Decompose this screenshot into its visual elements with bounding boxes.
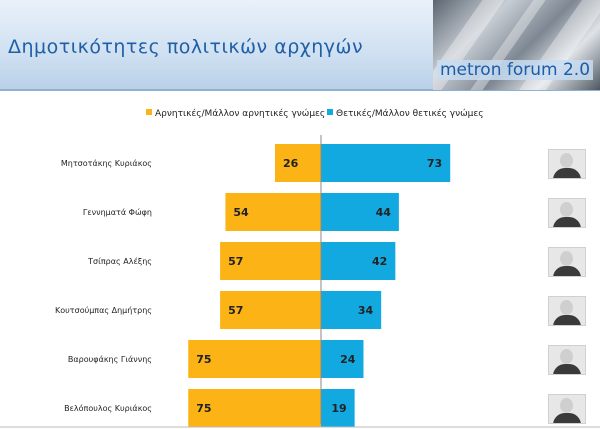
portrait-body-shape xyxy=(553,413,581,423)
data-label-negative: 75 xyxy=(196,402,211,415)
bar-negative xyxy=(220,291,321,329)
data-label-positive: 44 xyxy=(376,206,392,219)
bar-negative xyxy=(188,389,321,427)
legend-label-positive: Θετικές/Μάλλον θετικές γνώμες xyxy=(336,108,484,119)
category-label: Βελόπουλος Κυριάκος xyxy=(64,403,152,413)
data-label-positive: 34 xyxy=(358,304,374,317)
leader-portrait-image xyxy=(548,345,586,375)
bar-negative xyxy=(188,340,321,378)
header-divider xyxy=(0,89,600,91)
legend-swatch-positive xyxy=(327,109,333,115)
data-label-positive: 73 xyxy=(427,157,442,170)
data-label-positive: 24 xyxy=(340,353,356,366)
leader-portrait-image xyxy=(548,394,586,424)
data-label-negative: 26 xyxy=(283,157,299,170)
category-label: Μητσοτάκης Κυριάκος xyxy=(61,159,152,168)
leader-portrait-image xyxy=(548,247,586,277)
leader-portrait-image xyxy=(548,198,586,228)
bar-positive xyxy=(321,193,399,231)
logo-text: metron forum 2.0 xyxy=(437,60,594,80)
page-title: Δημοτικότητες πολιτικών αρχηγών xyxy=(8,36,364,58)
data-label-positive: 19 xyxy=(331,402,346,415)
bar-negative xyxy=(225,193,321,231)
category-label: Τσίπρας Αλέξης xyxy=(87,256,152,266)
bar-positive xyxy=(321,242,396,280)
portrait-body-shape xyxy=(553,168,581,178)
bar-positive xyxy=(321,144,451,182)
data-label-positive: 42 xyxy=(372,255,387,268)
data-label-negative: 75 xyxy=(196,353,211,366)
data-label-negative: 57 xyxy=(228,255,243,268)
legend-label-negative: Αρνητικές/Μάλλον αρνητικές γνώμες xyxy=(155,108,325,119)
portrait-head-shape xyxy=(560,251,573,266)
data-label-negative: 54 xyxy=(233,206,249,219)
portrait-head-shape xyxy=(560,349,573,364)
portrait-head-shape xyxy=(560,153,573,168)
portrait-body-shape xyxy=(553,217,581,227)
portrait-body-shape xyxy=(553,266,581,276)
legend-swatch-negative xyxy=(146,109,152,115)
portrait-head-shape xyxy=(560,202,573,217)
bar-negative xyxy=(220,242,321,280)
category-label: Κουτσούμπας Δημήτρης xyxy=(55,305,152,315)
portrait-head-shape xyxy=(560,300,573,315)
portrait-head-shape xyxy=(560,398,573,413)
leader-portrait-image xyxy=(548,149,586,179)
portrait-body-shape xyxy=(553,315,581,325)
category-label: Γεννηματά Φώφη xyxy=(83,207,152,217)
leader-portrait-image xyxy=(548,296,586,326)
bar-positive xyxy=(321,389,355,427)
bar-negative xyxy=(274,144,321,182)
bar-positive xyxy=(321,291,382,329)
data-label-negative: 57 xyxy=(228,304,243,317)
portrait-body-shape xyxy=(553,364,581,374)
bar-positive xyxy=(321,340,364,378)
category-label: Βαρουφάκης Γιάννης xyxy=(68,355,152,364)
